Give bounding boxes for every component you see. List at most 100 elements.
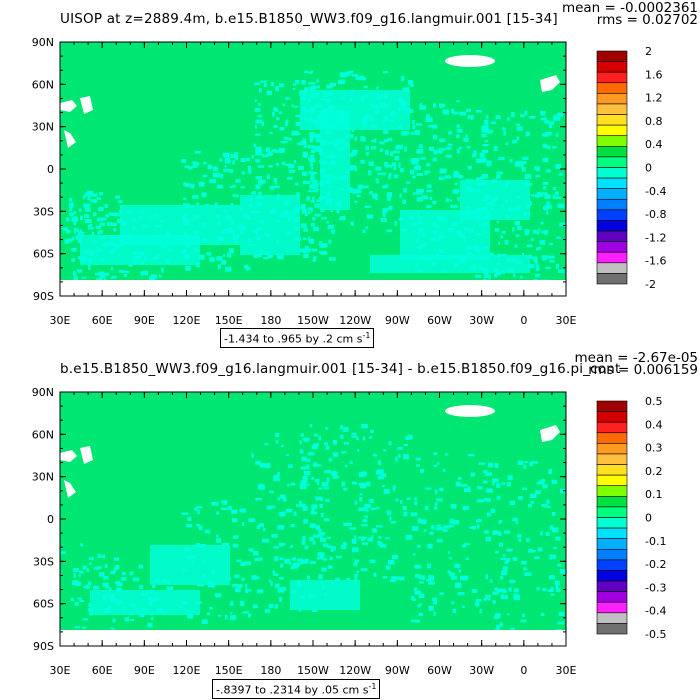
anomaly-cell: [536, 587, 540, 591]
anomaly-cell: [325, 445, 330, 450]
anomaly-cell: [542, 143, 547, 149]
anomaly-cell: [526, 537, 530, 542]
anomaly-cell: [395, 146, 402, 150]
anomaly-cell: [262, 527, 266, 531]
anomaly-cell: [307, 190, 314, 193]
colorbar-swatch: [596, 496, 628, 508]
anomaly-cell: [417, 604, 421, 608]
anomaly-cell: [501, 570, 508, 575]
anomaly-cell: [374, 196, 378, 200]
anomaly-cell: [259, 557, 263, 561]
anomaly-cell: [223, 168, 230, 172]
anomaly-cell: [310, 174, 315, 178]
anomaly-cell: [273, 107, 278, 112]
anomaly-cell: [319, 535, 323, 539]
colorbar-swatch: [596, 177, 628, 189]
anomaly-cell: [397, 447, 403, 450]
anomaly-cell: [449, 572, 455, 576]
anomaly-cell: [281, 444, 284, 448]
anomaly-cell: [522, 487, 527, 491]
anomaly-cell: [319, 241, 322, 246]
anomaly-cell: [502, 566, 508, 571]
anomaly-cell: [456, 148, 460, 154]
anomaly-cell: [240, 562, 245, 566]
anomaly-cell: [110, 276, 116, 279]
anomaly-cell: [514, 221, 520, 226]
anomaly-cell: [500, 557, 507, 560]
anomaly-cell: [434, 489, 438, 495]
anomaly-cell: [223, 254, 226, 257]
anomaly-cell: [352, 189, 358, 194]
lon-label: 180: [260, 314, 281, 327]
anomaly-cell: [456, 124, 460, 128]
colorbar-swatch: [596, 230, 628, 242]
anomaly-cell: [524, 572, 532, 577]
anomaly-cell: [426, 114, 430, 118]
anomaly-cell: [266, 174, 271, 180]
anomaly-cell: [224, 614, 228, 620]
anomaly-cell: [540, 479, 546, 482]
anomaly-cell: [248, 613, 251, 618]
anomaly-cell: [314, 188, 319, 191]
anomaly-cell: [507, 613, 510, 616]
anomaly-cell: [453, 520, 460, 525]
anomaly-cell: [309, 561, 317, 564]
anomaly-cell: [185, 265, 191, 271]
anomaly-cell: [373, 573, 377, 577]
anomaly-cell: [312, 217, 316, 221]
anomaly-cell: [412, 553, 416, 556]
anomaly-cell: [329, 82, 337, 87]
lon-label: 120E: [173, 314, 201, 327]
anomaly-cell: [264, 609, 271, 613]
anomaly-cell: [304, 87, 309, 93]
anomaly-cell: [304, 246, 309, 249]
anomaly-cell: [331, 546, 336, 551]
anomaly-cell: [232, 160, 235, 165]
anomaly-cell: [295, 121, 302, 126]
anomaly-cell: [81, 276, 87, 279]
anomaly-cell: [109, 212, 116, 216]
anomaly-cell: [425, 117, 433, 122]
anomaly-cell: [197, 510, 200, 515]
anomaly-cell: [517, 226, 522, 231]
anomaly-cell: [310, 511, 318, 515]
anomaly-cell: [501, 230, 506, 234]
anomaly-cell: [545, 131, 552, 136]
anomaly-cell: [187, 614, 194, 619]
anomaly-cell: [518, 164, 521, 168]
anomaly-cell: [399, 576, 405, 581]
anomaly-cell: [475, 274, 482, 278]
anomaly-cell: [402, 506, 407, 511]
anomaly-cell: [272, 112, 275, 117]
anomaly-cell: [280, 586, 287, 591]
anomaly-cell: [412, 175, 416, 179]
anomaly-cell: [504, 240, 509, 245]
anomaly-cell: [239, 601, 245, 607]
anomaly-cell: [382, 576, 387, 579]
anomaly-cell: [198, 181, 205, 187]
anomaly-cell: [418, 593, 425, 598]
anomaly-cell: [247, 165, 251, 171]
anomaly-cell: [224, 160, 231, 164]
anomaly-cell: [433, 464, 438, 468]
anomaly-cell: [549, 575, 555, 580]
anomaly-cell: [310, 167, 314, 170]
anomaly-cell: [265, 147, 270, 152]
anomaly-cell: [403, 187, 407, 193]
anomaly-cell: [97, 566, 102, 569]
anomaly-cell: [363, 436, 365, 441]
anomaly-cell: [470, 472, 476, 477]
anomaly-cell: [217, 264, 221, 270]
anomaly-cell: [554, 191, 559, 196]
anomaly-cell: [114, 557, 120, 561]
anomaly-cell: [299, 500, 302, 506]
anomaly-cell: [356, 437, 359, 441]
anomaly-cell: [198, 254, 205, 260]
anomaly-cell: [418, 612, 423, 617]
anomaly-cell: [537, 246, 542, 249]
anomaly-cell: [412, 125, 416, 130]
anomaly-cell: [388, 441, 392, 446]
anomaly-cell: [74, 582, 81, 586]
anomaly-cell: [117, 218, 122, 224]
anomaly-cell: [183, 182, 187, 186]
